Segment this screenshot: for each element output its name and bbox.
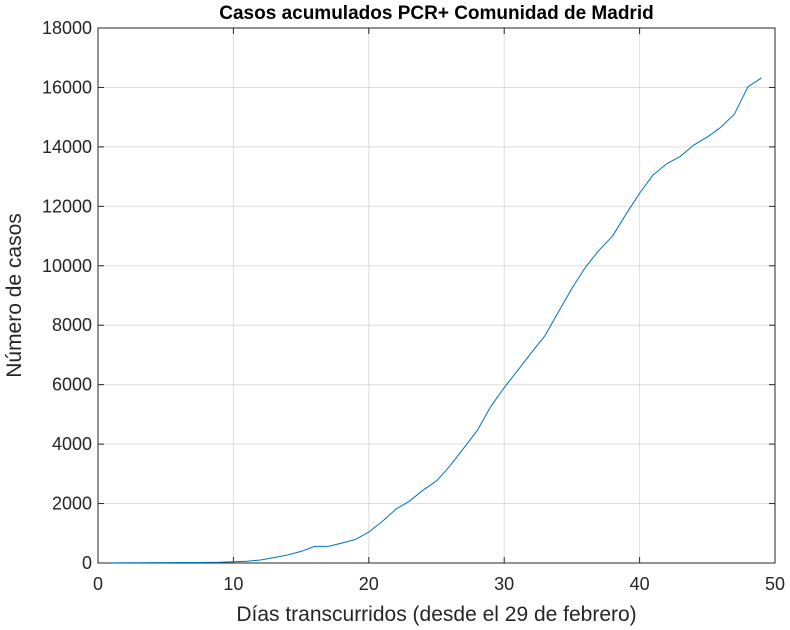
y-tick-label: 4000 [52, 434, 92, 454]
chart-title: Casos acumulados PCR+ Comunidad de Madri… [219, 3, 653, 24]
y-tick-label: 12000 [42, 196, 92, 216]
series-line [111, 77, 762, 564]
x-tick-label: 10 [223, 574, 243, 594]
x-tick-label: 20 [359, 574, 379, 594]
y-tick-label: 0 [82, 553, 92, 573]
y-axis-label: Número de casos [3, 213, 26, 378]
y-tick-label: 8000 [52, 315, 92, 335]
y-tick-label: 6000 [52, 375, 92, 395]
y-tick-label: 16000 [42, 77, 92, 97]
x-axis-label: Días transcurridos (desde el 29 de febre… [236, 603, 636, 626]
series-layer [111, 77, 762, 564]
y-tick-label: 18000 [42, 18, 92, 38]
axis-ticks: 0 10 20 30 40 50 0 2000 4000 6000 8000 10000 12000 14… [42, 18, 785, 594]
y-tick-label: 10000 [42, 256, 92, 276]
y-tick-label: 2000 [52, 494, 92, 514]
gridlines [98, 28, 775, 563]
plot-area [98, 28, 775, 563]
y-tick-label: 14000 [42, 137, 92, 157]
x-tick-label: 30 [494, 574, 514, 594]
x-tick-label: 50 [765, 574, 785, 594]
x-tick-label: 40 [630, 574, 650, 594]
x-tick-label: 0 [93, 574, 103, 594]
